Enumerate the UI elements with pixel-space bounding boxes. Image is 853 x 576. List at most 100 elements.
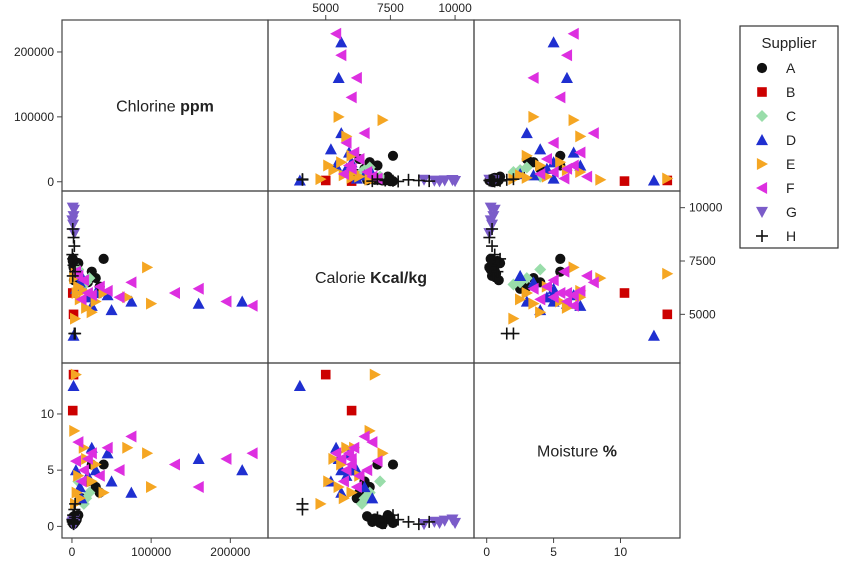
point-F-moisture-vs-calorie <box>330 447 342 460</box>
x-tick-label: 0 <box>69 545 76 559</box>
point-D-chlorine-vs-moisture <box>547 36 560 48</box>
point-D-calorie-vs-chlorine <box>192 297 205 309</box>
point-F-chlorine-vs-moisture <box>547 136 559 149</box>
point-F-calorie-vs-chlorine <box>168 287 180 299</box>
point-D-chlorine-vs-moisture <box>647 174 660 186</box>
point-F-calorie-vs-moisture <box>527 282 539 295</box>
point-E-chlorine-vs-moisture <box>662 172 674 185</box>
legend-label-H: H <box>786 228 796 244</box>
point-D-moisture-vs-chlorine <box>101 447 114 459</box>
x-tick-label: 10 <box>614 545 628 559</box>
point-H-moisture-vs-chlorine <box>66 515 79 528</box>
point-E-calorie-vs-moisture <box>508 312 520 325</box>
point-F-moisture-vs-chlorine <box>75 475 87 488</box>
point-H-calorie-vs-moisture <box>484 259 497 272</box>
point-G-moisture-vs-calorie <box>446 514 459 526</box>
point-H-moisture-vs-calorie <box>371 511 384 524</box>
point-D-chlorine-vs-calorie <box>335 36 348 48</box>
point-E-moisture-vs-chlorine <box>142 447 154 460</box>
diagonal-labels: Chlorine ppm Calorie Kcal/kg Moisture % <box>116 99 617 461</box>
point-H-moisture-vs-chlorine <box>69 497 82 510</box>
legend-label-D: D <box>786 132 796 148</box>
point-F-moisture-vs-calorie <box>358 430 370 443</box>
legend-label-G: G <box>786 204 797 220</box>
point-H-calorie-vs-chlorine <box>69 327 82 340</box>
point-A-moisture-vs-calorie <box>387 517 399 529</box>
point-F-moisture-vs-chlorine <box>113 464 125 477</box>
variable-unit: ppm <box>180 99 214 116</box>
point-E-chlorine-vs-calorie <box>346 171 358 184</box>
point-F-chlorine-vs-calorie <box>350 71 362 84</box>
point-H-calorie-vs-chlorine <box>67 252 80 265</box>
point-B-calorie-vs-moisture <box>662 309 673 320</box>
point-E-chlorine-vs-moisture <box>521 149 533 162</box>
point-E-calorie-vs-moisture <box>515 293 527 306</box>
point-F-moisture-vs-chlorine <box>101 441 113 454</box>
y-tick-label: 10000 <box>689 201 723 215</box>
point-F-chlorine-vs-calorie <box>345 162 357 175</box>
point-F-calorie-vs-chlorine <box>246 299 258 312</box>
point-D-calorie-vs-moisture <box>514 269 527 282</box>
point-D-calorie-vs-chlorine <box>236 295 249 307</box>
point-F-moisture-vs-chlorine <box>246 447 258 460</box>
point-A-chlorine-vs-calorie <box>387 150 399 161</box>
matrix-panels <box>61 19 681 539</box>
point-C-calorie-vs-moisture <box>534 263 547 276</box>
point-D-chlorine-vs-moisture <box>567 146 580 158</box>
legend-marker-E <box>756 158 768 170</box>
point-D-moisture-vs-calorie <box>335 486 348 498</box>
point-F-moisture-vs-chlorine <box>85 447 97 460</box>
point-B-calorie-vs-moisture <box>619 288 630 298</box>
point-F-calorie-vs-chlorine <box>75 293 87 306</box>
point-A-calorie-vs-chlorine <box>98 253 109 264</box>
point-E-moisture-vs-calorie <box>323 475 335 488</box>
point-E-moisture-vs-calorie <box>333 481 345 494</box>
point-F-calorie-vs-moisture <box>587 276 599 289</box>
point-E-moisture-vs-calorie <box>328 452 340 465</box>
point-D-moisture-vs-chlorine <box>67 379 80 391</box>
point-E-chlorine-vs-moisture <box>568 114 580 127</box>
point-E-chlorine-vs-moisture <box>528 110 540 123</box>
diag-label-chlorine: Chlorine ppm <box>116 99 214 116</box>
point-E-calorie-vs-chlorine <box>142 261 154 274</box>
diag-label-moisture: Moisture % <box>537 444 617 461</box>
y-tick-label: 10 <box>41 407 55 421</box>
variable-unit: Kcal/kg <box>370 270 427 287</box>
point-H-calorie-vs-moisture <box>491 265 504 278</box>
point-F-chlorine-vs-moisture <box>587 127 599 140</box>
point-H-chlorine-vs-calorie <box>366 175 379 188</box>
point-G-calorie-vs-moisture <box>484 215 497 227</box>
point-E-chlorine-vs-moisture <box>515 169 527 182</box>
point-F-moisture-vs-chlorine <box>93 469 105 482</box>
variable-name: Calorie <box>315 270 370 287</box>
point-E-calorie-vs-chlorine <box>122 291 134 304</box>
point-H-chlorine-vs-moisture <box>486 175 499 188</box>
point-H-chlorine-vs-calorie <box>423 175 436 188</box>
point-F-moisture-vs-calorie <box>335 452 347 465</box>
point-F-calorie-vs-moisture <box>534 293 546 306</box>
point-D-calorie-vs-chlorine <box>125 295 138 307</box>
point-D-moisture-vs-chlorine <box>73 481 86 493</box>
point-F-moisture-vs-chlorine <box>77 464 89 477</box>
point-G-moisture-vs-calorie <box>433 517 446 530</box>
point-D-chlorine-vs-moisture <box>547 172 560 184</box>
point-E-calorie-vs-chlorine <box>81 301 93 314</box>
y-tick-label: 0 <box>47 519 54 533</box>
point-E-moisture-vs-calorie <box>315 497 327 510</box>
panel-calorie-vs-moisture <box>473 190 681 364</box>
point-D-moisture-vs-chlorine <box>89 464 102 476</box>
point-F-calorie-vs-moisture <box>554 287 566 299</box>
point-E-moisture-vs-chlorine <box>98 486 110 499</box>
point-D-chlorine-vs-moisture <box>520 127 533 139</box>
diag-label-calorie: Calorie Kcal/kg <box>315 270 427 287</box>
point-E-calorie-vs-moisture <box>568 261 580 274</box>
point-F-calorie-vs-chlorine <box>125 276 137 289</box>
point-F-calorie-vs-moisture <box>567 299 579 312</box>
point-E-moisture-vs-calorie <box>369 368 381 381</box>
point-F-moisture-vs-calorie <box>345 452 357 465</box>
point-F-calorie-vs-chlorine <box>220 295 232 308</box>
point-E-moisture-vs-chlorine <box>71 486 83 499</box>
point-F-chlorine-vs-moisture <box>558 172 570 185</box>
point-F-chlorine-vs-moisture <box>581 170 593 183</box>
